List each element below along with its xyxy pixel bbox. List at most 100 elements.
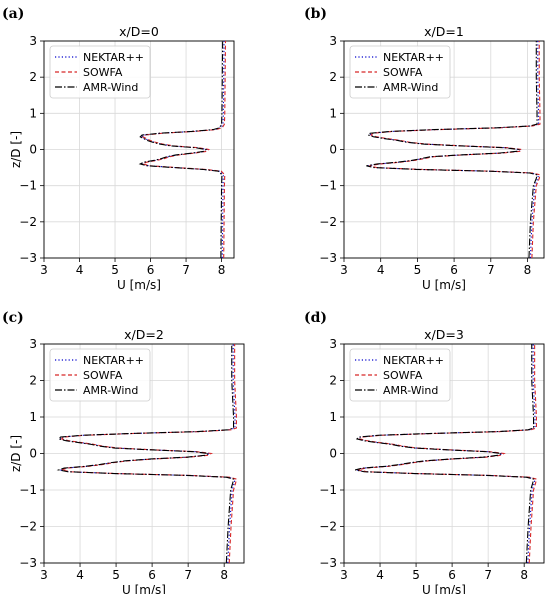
- legend-entry: SOWFA: [83, 66, 123, 79]
- series-line-amr-wind: [56, 344, 235, 563]
- series-lines: [56, 344, 238, 563]
- x-tick-label: 5: [112, 568, 120, 582]
- x-tick-label: 8: [218, 263, 226, 277]
- axes-frame: [343, 40, 545, 259]
- y-tick-label: 0: [29, 447, 37, 461]
- x-tick-label: 5: [414, 263, 422, 277]
- x-tick-label: 3: [340, 263, 348, 277]
- legend: NEKTAR++ SOWFA AMR-Wind: [349, 45, 451, 99]
- y-tick-label: −3: [19, 251, 37, 265]
- y-tick-label: 0: [329, 447, 337, 461]
- x-tick-label: 7: [184, 568, 192, 582]
- y-tick-label: 0: [29, 143, 37, 157]
- series-lines: [366, 41, 541, 258]
- x-tick-label: 3: [340, 568, 348, 582]
- legend-entry: NEKTAR++: [383, 51, 444, 64]
- x-tick-label: 7: [484, 568, 492, 582]
- y-tick-label: 1: [329, 106, 337, 120]
- legend-box: [49, 45, 151, 99]
- x-tick-label: 3: [40, 263, 48, 277]
- legend: NEKTAR++ SOWFA AMR-Wind: [49, 348, 151, 402]
- x-tick-label: 8: [520, 568, 528, 582]
- x-tick-label: 4: [76, 568, 84, 582]
- y-tick-label: 2: [29, 70, 37, 84]
- series-line-amr-wind: [355, 344, 535, 563]
- y-axis-label: z/D [-]: [9, 131, 23, 168]
- x-tick-label: 6: [448, 568, 456, 582]
- legend-entry: AMR-Wind: [383, 81, 438, 94]
- axes-frame: [43, 343, 245, 564]
- panel-title: x/D=1: [424, 24, 464, 39]
- legend-box: [349, 45, 451, 99]
- x-tick-label: 6: [147, 263, 155, 277]
- panel-title: x/D=0: [119, 24, 159, 39]
- y-axis-label: z/D [-]: [9, 435, 23, 472]
- y-tick-label: −1: [19, 179, 37, 193]
- panel-label: (a): [2, 6, 24, 22]
- y-tick-label: −2: [319, 520, 337, 534]
- y-tick-label: 2: [29, 374, 37, 388]
- y-tick-label: 1: [329, 410, 337, 424]
- y-tick-label: 3: [329, 34, 337, 48]
- x-tick-label: 7: [487, 263, 495, 277]
- series-line-amr-wind: [138, 41, 224, 258]
- y-tick-label: 2: [329, 70, 337, 84]
- panel-label: (c): [2, 310, 24, 326]
- x-tick-label: 6: [450, 263, 458, 277]
- x-tick-label: 4: [376, 568, 384, 582]
- panel-2: (b) x/D=1 3 4 5 6 7 8 −3 −2 −1 0 1 2 3 U [m/s] NEKTAR++ S…: [304, 6, 545, 292]
- panel-title: x/D=3: [424, 327, 464, 342]
- axes-frame: [43, 40, 235, 259]
- x-tick-label: 7: [182, 263, 190, 277]
- legend-entry: AMR-Wind: [83, 384, 138, 397]
- y-tick-label: 2: [329, 374, 337, 388]
- panel-label: (d): [304, 310, 327, 326]
- axes-frame: [343, 343, 545, 564]
- y-tick-label: −1: [319, 179, 337, 193]
- legend-entry: AMR-Wind: [383, 384, 438, 397]
- x-tick-label: 8: [220, 568, 228, 582]
- x-axis-label: U [m/s]: [422, 278, 466, 292]
- x-tick-label: 3: [40, 568, 48, 582]
- y-tick-label: −1: [319, 483, 337, 497]
- legend-entry: NEKTAR++: [83, 354, 144, 367]
- x-tick-label: 5: [111, 263, 119, 277]
- panel-1: (a) x/D=0 3 4 5 6 7 8 −3 −2 −1 0 1 2 3 U [m/s] z/D [-] NE…: [2, 6, 235, 292]
- legend-entry: SOWFA: [383, 369, 423, 382]
- legend: NEKTAR++ SOWFA AMR-Wind: [49, 45, 151, 99]
- x-axis-label: U [m/s]: [422, 583, 466, 594]
- legend-entry: NEKTAR++: [83, 51, 144, 64]
- y-tick-label: 3: [329, 337, 337, 351]
- legend-entry: SOWFA: [83, 369, 123, 382]
- y-tick-label: 3: [29, 34, 37, 48]
- y-tick-label: 1: [29, 106, 37, 120]
- legend-entry: SOWFA: [383, 66, 423, 79]
- y-tick-label: −2: [19, 520, 37, 534]
- x-tick-label: 6: [148, 568, 156, 582]
- y-tick-label: −2: [319, 215, 337, 229]
- panel-label: (b): [304, 6, 327, 22]
- series-lines: [138, 41, 227, 258]
- series-line-amr-wind: [366, 41, 538, 258]
- legend-box: [49, 348, 151, 402]
- y-tick-label: −1: [19, 483, 37, 497]
- y-tick-label: −2: [19, 215, 37, 229]
- panel-title: x/D=2: [124, 327, 164, 342]
- x-tick-label: 4: [76, 263, 84, 277]
- y-tick-label: −3: [319, 251, 337, 265]
- y-tick-label: −3: [319, 556, 337, 570]
- y-tick-label: 0: [329, 143, 337, 157]
- legend: NEKTAR++ SOWFA AMR-Wind: [349, 348, 451, 402]
- x-tick-label: 8: [524, 263, 532, 277]
- y-tick-label: 3: [29, 337, 37, 351]
- x-tick-label: 5: [412, 568, 420, 582]
- x-axis-label: U [m/s]: [117, 278, 161, 292]
- series-line-nektar-: [356, 344, 536, 563]
- x-axis-label: U [m/s]: [122, 583, 166, 594]
- y-tick-label: −3: [19, 556, 37, 570]
- series-lines: [355, 344, 538, 563]
- legend-entry: NEKTAR++: [383, 354, 444, 367]
- panel-4: (d) x/D=3 3 4 5 6 7 8 −3 −2 −1 0 1 2 3 U [m/s] NEKTAR++ S…: [304, 310, 545, 594]
- legend-box: [349, 348, 451, 402]
